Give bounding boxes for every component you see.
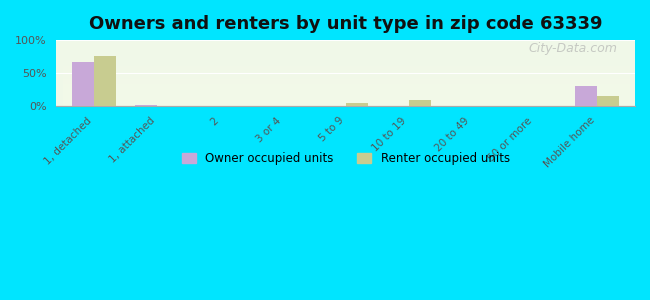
Bar xyxy=(409,100,430,106)
Bar xyxy=(72,62,94,106)
Bar xyxy=(135,105,157,106)
Bar xyxy=(597,96,619,106)
Bar xyxy=(94,56,116,106)
Bar xyxy=(346,103,368,106)
Bar xyxy=(575,86,597,106)
Text: City-Data.com: City-Data.com xyxy=(528,42,618,55)
Legend: Owner occupied units, Renter occupied units: Owner occupied units, Renter occupied un… xyxy=(177,148,515,170)
Title: Owners and renters by unit type in zip code 63339: Owners and renters by unit type in zip c… xyxy=(89,15,603,33)
